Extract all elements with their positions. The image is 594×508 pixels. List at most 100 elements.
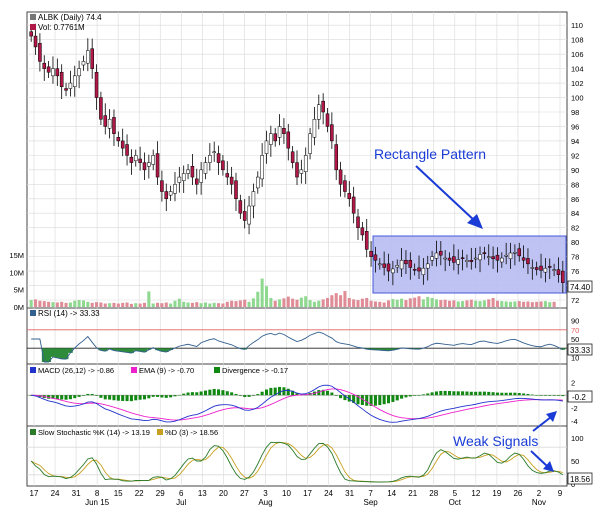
divergence-bar: [55, 395, 59, 399]
divergence-bar: [77, 395, 81, 397]
x-month-label: Jun 15: [85, 498, 110, 507]
price-tick-label: 92: [571, 151, 579, 160]
divergence-bar: [295, 393, 299, 396]
volume-bar: [539, 301, 543, 307]
volume-bar: [286, 296, 290, 307]
rsi-tick-label: 10: [571, 353, 579, 362]
candlesticks: [29, 23, 565, 293]
volume-bar: [526, 301, 530, 307]
volume-bar: [99, 302, 103, 307]
candle-body: [417, 267, 421, 272]
volume-bar: [86, 301, 90, 307]
weak-signals-arrow-up: [532, 411, 557, 432]
candle-body: [116, 137, 121, 142]
divergence-bar: [186, 392, 190, 396]
candle-body: [68, 82, 73, 89]
volume-bars: [29, 278, 556, 307]
volume-bar: [234, 301, 238, 307]
macd-line: [31, 384, 563, 423]
candle-body: [434, 252, 439, 259]
x-tick-label: 13: [198, 489, 207, 498]
volume-bar: [408, 298, 412, 307]
candle-body: [412, 269, 417, 271]
rectangle-pattern-box: [372, 235, 567, 294]
stochastic-legend: Slow Stochastic %K (14) -> 13.19 %D (3) …: [30, 428, 218, 437]
divergence-bar: [495, 392, 499, 396]
divergence-bar: [517, 392, 521, 396]
x-tick-label: 24: [324, 489, 333, 498]
candle-body: [552, 269, 556, 271]
candle-body: [317, 104, 321, 120]
candle-body: [38, 43, 42, 62]
volume-bar: [125, 302, 129, 307]
stochastic-tick-label: 0: [571, 480, 575, 489]
stoch-last: 18.56: [570, 475, 591, 484]
divergence-bar: [352, 395, 356, 403]
volume-bar: [247, 301, 251, 307]
stoch-k-label: Slow Stochastic %K (14) -> 13.19: [38, 428, 150, 437]
volume-bar: [304, 296, 308, 307]
candle-body: [99, 97, 103, 120]
volume-bar: [400, 298, 404, 307]
candle-body: [295, 162, 299, 178]
divergence-bar: [535, 395, 539, 396]
volume-bar: [291, 298, 295, 307]
divergence-bar: [73, 395, 77, 399]
x-tick-label: 9: [558, 489, 563, 498]
candle-body: [160, 180, 164, 192]
candle-body: [386, 263, 391, 272]
price-tick-label: 84: [571, 209, 579, 218]
price-tick-label: 98: [571, 108, 579, 117]
price-tick-label: 104: [571, 65, 584, 74]
volume-bar: [169, 303, 173, 307]
candle-body: [399, 259, 404, 270]
divergence-bar: [173, 395, 177, 397]
price-tick-label: 78: [571, 253, 579, 262]
divergence-bar: [64, 395, 68, 400]
volume-bar: [182, 301, 186, 307]
candle-body: [273, 133, 277, 142]
volume-bar: [339, 295, 343, 307]
x-tick-label: 2: [537, 489, 542, 498]
divergence-bar: [321, 389, 325, 396]
volume-bar: [230, 300, 234, 307]
volume-bar: [530, 302, 534, 307]
candle-body: [556, 269, 561, 275]
price-tick-label: 110: [571, 21, 583, 30]
candle-body: [430, 256, 434, 261]
candle-body: [155, 153, 160, 178]
volume-bar: [225, 301, 229, 307]
divergence-bar: [225, 391, 229, 396]
candle-body: [486, 256, 491, 258]
ema-label: EMA (9) -> -0.70: [139, 366, 194, 375]
candle-body: [539, 265, 543, 271]
volume-bar: [434, 299, 438, 307]
candle-body: [521, 257, 526, 261]
divergence-bar: [330, 392, 334, 396]
divergence-bar: [251, 395, 255, 396]
candle-body: [482, 252, 487, 254]
candle-body: [173, 184, 177, 194]
price-tick-label: 108: [571, 36, 584, 45]
macd-tick-label: -2: [571, 404, 578, 413]
candle-body: [234, 180, 238, 200]
candle-body: [142, 162, 147, 171]
divergence-bar: [230, 392, 234, 396]
volume-bar: [190, 302, 194, 307]
candle-body: [356, 216, 360, 228]
volume-bar: [299, 297, 303, 307]
candle-body: [147, 162, 151, 167]
candle-body: [286, 131, 291, 149]
x-tick-label: 20: [219, 489, 228, 498]
divergence-bar: [108, 395, 112, 400]
price-tick-label: 106: [571, 50, 584, 59]
divergence-bar: [395, 395, 399, 401]
volume-bar: [60, 301, 64, 307]
price-tick-label: 102: [571, 79, 584, 88]
divergence-bar: [129, 395, 133, 402]
divergence-bar: [317, 390, 321, 396]
volume-bar: [164, 302, 168, 307]
volume-bar: [34, 299, 38, 307]
macd-tick-label: 2: [571, 378, 575, 387]
volume-bar: [251, 298, 255, 307]
